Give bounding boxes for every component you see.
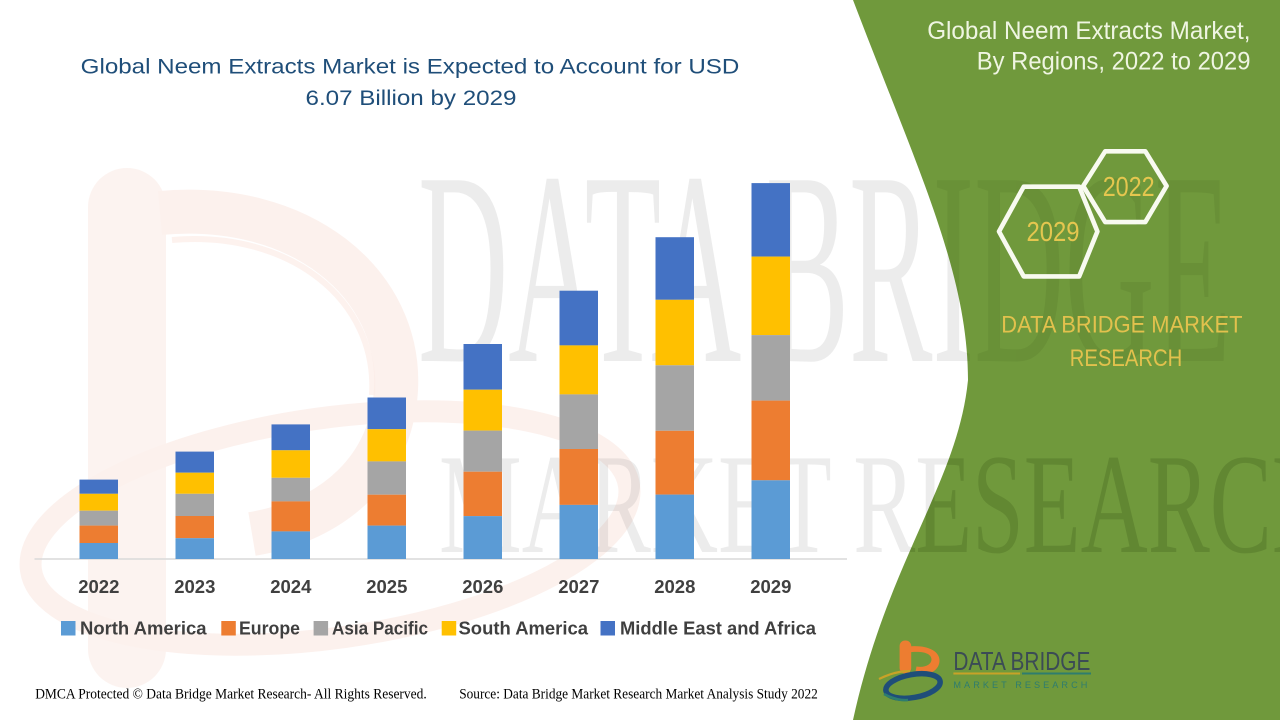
svg-text:By Regions, 2022 to 2029: By Regions, 2022 to 2029 bbox=[977, 48, 1251, 75]
svg-text:South America: South America bbox=[459, 618, 589, 639]
svg-text:2026: 2026 bbox=[462, 576, 503, 597]
svg-text:Source: Data Bridge Market Res: Source: Data Bridge Market Research Mark… bbox=[459, 687, 818, 703]
svg-text:North America: North America bbox=[80, 618, 207, 639]
svg-text:2023: 2023 bbox=[174, 576, 215, 597]
svg-text:RESEARCH: RESEARCH bbox=[1070, 345, 1183, 372]
svg-text:Global Neem Extracts Market,: Global Neem Extracts Market, bbox=[927, 18, 1250, 45]
svg-text:2025: 2025 bbox=[366, 576, 407, 597]
svg-text:2022: 2022 bbox=[1103, 171, 1155, 202]
svg-text:2022: 2022 bbox=[78, 576, 119, 597]
svg-text:2029: 2029 bbox=[750, 576, 791, 597]
svg-text:DATA BRIDGE: DATA BRIDGE bbox=[953, 646, 1090, 676]
svg-text:DMCA Protected © Data Bridge M: DMCA Protected © Data Bridge Market Rese… bbox=[35, 687, 427, 703]
svg-text:Global Neem Extracts Market is: Global Neem Extracts Market is Expected … bbox=[81, 54, 740, 78]
svg-text:MARKET RESEARCH: MARKET RESEARCH bbox=[953, 680, 1090, 690]
svg-text:2027: 2027 bbox=[558, 576, 599, 597]
svg-text:Europe: Europe bbox=[239, 618, 300, 639]
svg-text:2024: 2024 bbox=[270, 576, 312, 597]
svg-text:DATA BRIDGE MARKET: DATA BRIDGE MARKET bbox=[1001, 312, 1242, 339]
svg-text:2029: 2029 bbox=[1027, 216, 1080, 247]
svg-text:6.07 Billion by 2029: 6.07 Billion by 2029 bbox=[306, 86, 517, 110]
svg-text:Middle East and Africa: Middle East and Africa bbox=[620, 618, 817, 639]
svg-text:Asia Pacific: Asia Pacific bbox=[332, 618, 428, 639]
svg-text:2028: 2028 bbox=[654, 576, 695, 597]
